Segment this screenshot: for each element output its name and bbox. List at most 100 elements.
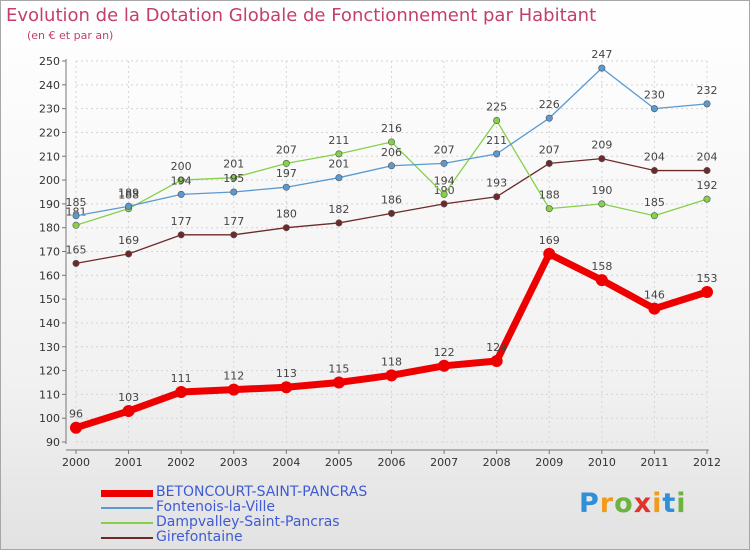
data-label: 193 bbox=[486, 177, 507, 190]
data-label: 115 bbox=[328, 362, 349, 375]
data-point bbox=[595, 274, 608, 287]
data-label: 169 bbox=[118, 234, 139, 247]
data-label: 197 bbox=[276, 167, 297, 180]
data-label: 207 bbox=[539, 143, 560, 156]
data-label: 204 bbox=[697, 151, 718, 164]
data-point bbox=[335, 150, 343, 158]
data-point bbox=[440, 200, 448, 208]
data-point bbox=[543, 247, 556, 260]
data-point bbox=[230, 231, 238, 239]
data-point bbox=[335, 174, 343, 182]
data-point bbox=[177, 190, 185, 198]
data-point bbox=[282, 224, 290, 232]
logo-letter: i bbox=[676, 488, 687, 519]
data-label: 204 bbox=[644, 151, 665, 164]
data-label: 96 bbox=[69, 408, 83, 421]
data-point bbox=[122, 405, 135, 418]
data-label: 230 bbox=[644, 89, 665, 102]
data-label: 103 bbox=[118, 391, 139, 404]
legend-label: Girefontaine bbox=[156, 529, 243, 545]
y-tick-label: 140 bbox=[39, 317, 60, 330]
data-point bbox=[387, 138, 395, 146]
data-label: 112 bbox=[223, 370, 244, 383]
data-label: 247 bbox=[591, 48, 612, 61]
data-label: 225 bbox=[486, 101, 507, 114]
data-point bbox=[177, 176, 185, 184]
data-point bbox=[335, 219, 343, 227]
y-tick-label: 210 bbox=[39, 150, 60, 163]
data-label: 207 bbox=[276, 143, 297, 156]
data-point bbox=[650, 212, 658, 220]
x-tick-label: 2007 bbox=[430, 456, 458, 469]
data-point bbox=[230, 188, 238, 196]
data-label: 124 bbox=[486, 341, 507, 354]
data-point bbox=[387, 209, 395, 217]
legend-swatch bbox=[101, 506, 153, 509]
data-point bbox=[280, 381, 293, 394]
logo-letter: x bbox=[633, 488, 653, 519]
x-tick-label: 2006 bbox=[378, 456, 406, 469]
x-tick-label: 2003 bbox=[220, 456, 248, 469]
data-label: 226 bbox=[539, 98, 560, 111]
data-label: 165 bbox=[66, 243, 87, 256]
data-point bbox=[70, 421, 82, 434]
data-point bbox=[72, 259, 80, 267]
data-point bbox=[648, 302, 661, 315]
data-point bbox=[490, 355, 503, 368]
data-label: 177 bbox=[223, 215, 244, 228]
x-tick-label: 2000 bbox=[62, 456, 90, 469]
y-tick-label: 180 bbox=[39, 222, 60, 235]
legend-swatch bbox=[101, 489, 153, 497]
y-tick-label: 220 bbox=[39, 126, 60, 139]
data-point bbox=[650, 167, 658, 175]
proxiti-logo: Proxiti bbox=[579, 488, 687, 519]
chart-subtitle: (en € et par an) bbox=[27, 29, 114, 42]
x-tick-label: 2011 bbox=[640, 456, 668, 469]
x-tick-label: 2008 bbox=[483, 456, 511, 469]
data-label: 189 bbox=[118, 186, 139, 199]
y-tick-label: 110 bbox=[39, 388, 60, 401]
data-point bbox=[438, 359, 451, 372]
data-label: 206 bbox=[381, 146, 402, 159]
data-label: 190 bbox=[591, 184, 612, 197]
data-label: 216 bbox=[381, 122, 402, 135]
data-point bbox=[387, 162, 395, 170]
data-point bbox=[545, 159, 553, 167]
data-point bbox=[440, 159, 448, 167]
data-label: 209 bbox=[591, 139, 612, 152]
data-label: 122 bbox=[434, 346, 455, 359]
legend-label: BETONCOURT-SAINT-PANCRAS bbox=[156, 484, 368, 500]
data-point bbox=[703, 195, 711, 203]
y-tick-label: 240 bbox=[39, 79, 60, 92]
data-label: 146 bbox=[644, 289, 665, 302]
data-label: 194 bbox=[434, 174, 455, 187]
data-label: 182 bbox=[328, 203, 349, 216]
y-tick-label: 120 bbox=[39, 365, 60, 378]
data-point bbox=[703, 167, 711, 175]
data-point bbox=[703, 100, 711, 108]
data-point bbox=[125, 202, 133, 210]
y-tick-label: 160 bbox=[39, 269, 60, 282]
legend-label: Fontenois-la-Ville bbox=[156, 499, 276, 515]
data-point bbox=[72, 212, 80, 220]
data-point bbox=[440, 190, 448, 198]
data-label: 201 bbox=[223, 158, 244, 171]
data-label: 185 bbox=[644, 196, 665, 209]
data-point bbox=[598, 200, 606, 208]
data-point bbox=[72, 221, 80, 229]
data-label: 200 bbox=[171, 160, 192, 173]
data-point bbox=[282, 159, 290, 167]
y-tick-label: 200 bbox=[39, 174, 60, 187]
data-point bbox=[332, 376, 345, 389]
x-tick-label: 2005 bbox=[325, 456, 353, 469]
data-label: 113 bbox=[276, 367, 297, 380]
data-point bbox=[545, 205, 553, 213]
legend-swatch bbox=[101, 521, 153, 524]
data-label: 201 bbox=[328, 158, 349, 171]
y-tick-label: 90 bbox=[46, 436, 60, 449]
data-label: 207 bbox=[434, 143, 455, 156]
logo-letter: r bbox=[599, 488, 615, 519]
logo-letter: o bbox=[614, 488, 634, 519]
y-tick-label: 250 bbox=[39, 55, 60, 68]
x-tick-label: 2001 bbox=[115, 456, 143, 469]
